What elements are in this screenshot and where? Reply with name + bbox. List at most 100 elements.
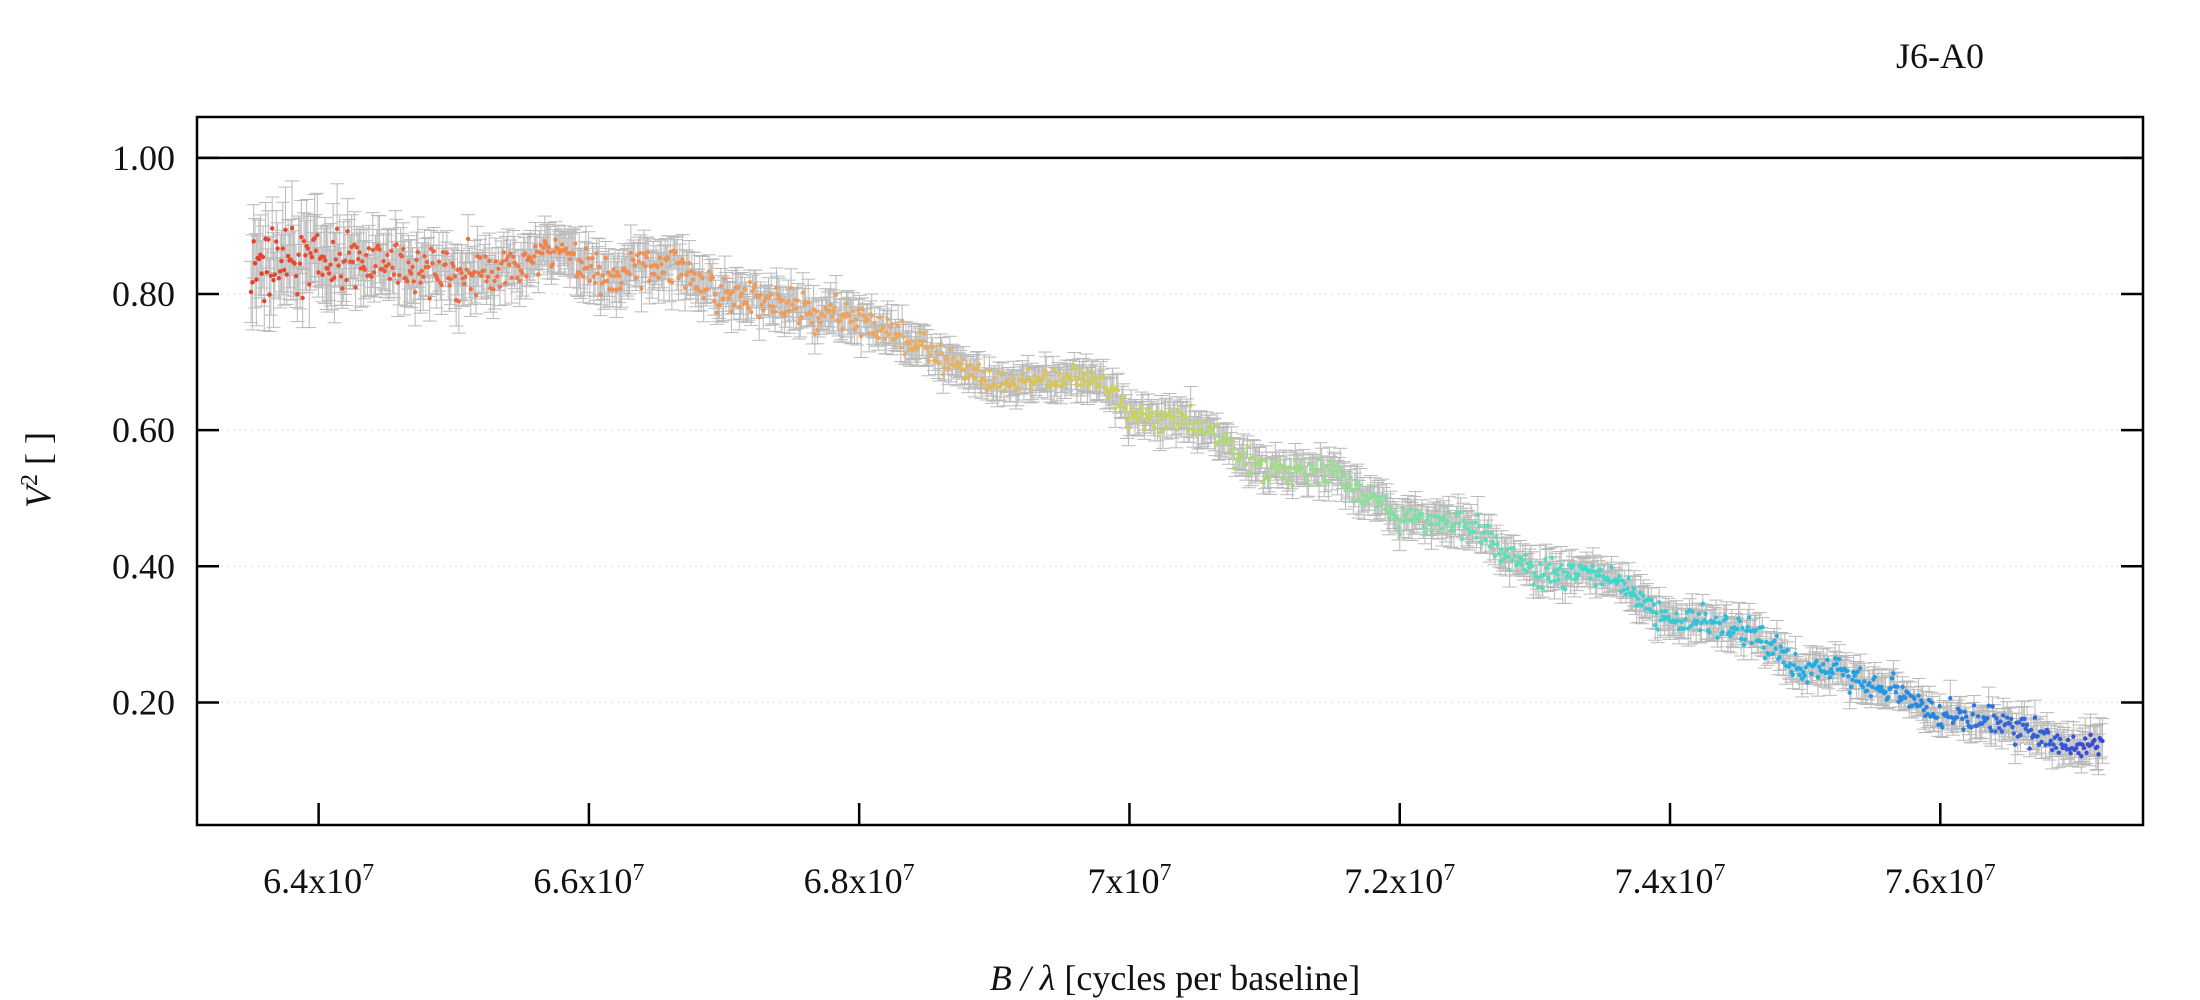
data-point bbox=[418, 280, 423, 285]
data-point bbox=[422, 253, 427, 259]
data-point bbox=[1016, 385, 1021, 391]
data-point bbox=[934, 349, 939, 355]
data-point bbox=[795, 298, 800, 303]
data-point bbox=[414, 257, 419, 263]
data-point bbox=[832, 305, 837, 310]
data-point bbox=[465, 236, 471, 242]
data-point bbox=[771, 304, 776, 309]
data-point bbox=[603, 255, 608, 261]
data-point bbox=[889, 321, 894, 327]
data-point bbox=[739, 291, 745, 296]
data-point bbox=[1040, 376, 1045, 382]
data-point bbox=[852, 326, 857, 332]
data-point bbox=[320, 272, 325, 277]
data-point bbox=[315, 232, 320, 238]
data-point bbox=[356, 256, 361, 262]
data-point bbox=[293, 273, 299, 279]
data-point bbox=[250, 280, 255, 285]
data-point bbox=[652, 272, 657, 277]
data-point bbox=[885, 317, 890, 322]
data-point bbox=[1241, 449, 1246, 455]
data-point bbox=[1273, 459, 1278, 464]
data-point bbox=[735, 284, 741, 290]
data-point bbox=[586, 256, 591, 261]
data-point bbox=[1225, 436, 1230, 441]
data-point bbox=[516, 264, 521, 269]
data-point bbox=[718, 284, 724, 289]
data-point bbox=[799, 314, 804, 320]
data-point bbox=[412, 289, 418, 295]
data-point bbox=[596, 264, 602, 269]
data-point bbox=[1204, 419, 1209, 425]
data-point bbox=[775, 292, 780, 297]
data-point bbox=[491, 286, 496, 292]
data-point bbox=[722, 276, 728, 281]
data-point bbox=[322, 258, 328, 263]
data-point bbox=[463, 274, 468, 279]
data-point bbox=[366, 246, 372, 251]
chart-title: J6-A0 bbox=[1896, 36, 1984, 76]
data-point bbox=[1259, 458, 1265, 463]
data-point bbox=[1258, 461, 1263, 467]
data-point bbox=[1251, 454, 1257, 460]
data-point bbox=[705, 287, 710, 292]
data-point bbox=[308, 250, 313, 256]
data-point bbox=[332, 275, 337, 280]
data-point bbox=[1176, 423, 1181, 428]
data-point bbox=[1074, 382, 1080, 387]
data-point bbox=[550, 261, 555, 267]
data-point bbox=[333, 257, 338, 262]
data-point bbox=[984, 388, 990, 393]
data-point bbox=[816, 315, 821, 321]
data-point bbox=[615, 270, 620, 275]
data-point bbox=[637, 250, 643, 256]
data-point bbox=[1042, 368, 1048, 373]
data-point bbox=[813, 308, 819, 314]
data-point bbox=[682, 285, 688, 290]
data-point bbox=[457, 266, 463, 272]
data-point bbox=[584, 265, 590, 271]
data-point bbox=[1135, 420, 1140, 425]
data-point bbox=[960, 357, 966, 362]
data-point bbox=[591, 273, 597, 279]
data-point bbox=[844, 301, 849, 306]
data-point bbox=[1188, 403, 1193, 408]
data-point bbox=[750, 289, 755, 294]
data-point bbox=[827, 308, 832, 314]
data-point bbox=[877, 315, 882, 320]
data-point bbox=[636, 259, 642, 264]
data-point bbox=[579, 260, 585, 265]
data-point bbox=[975, 367, 980, 372]
data-point bbox=[517, 278, 522, 284]
data-point bbox=[860, 307, 865, 312]
data-point bbox=[342, 258, 348, 263]
data-point bbox=[665, 255, 671, 261]
data-point bbox=[532, 254, 537, 259]
data-point bbox=[439, 282, 444, 288]
data-point bbox=[420, 274, 426, 279]
data-point bbox=[251, 239, 256, 244]
data-point bbox=[489, 269, 495, 275]
data-point bbox=[436, 259, 442, 264]
data-point bbox=[1275, 469, 1281, 474]
data-point bbox=[726, 296, 731, 301]
data-point bbox=[1169, 421, 1175, 426]
data-point bbox=[853, 317, 859, 322]
data-point bbox=[289, 225, 295, 231]
data-point bbox=[1159, 409, 1164, 415]
data-point bbox=[464, 267, 469, 272]
data-point bbox=[809, 320, 815, 326]
data-point bbox=[725, 288, 730, 294]
data-point bbox=[1222, 440, 1228, 445]
data-point bbox=[595, 271, 600, 276]
data-point bbox=[886, 332, 892, 337]
data-point bbox=[264, 270, 270, 275]
data-point bbox=[656, 275, 661, 280]
data-point bbox=[1107, 390, 1113, 396]
data-point bbox=[685, 270, 690, 275]
data-point bbox=[962, 376, 967, 381]
data-point bbox=[659, 262, 664, 267]
data-point bbox=[901, 334, 906, 339]
data-point bbox=[812, 331, 818, 337]
data-point bbox=[271, 277, 276, 283]
